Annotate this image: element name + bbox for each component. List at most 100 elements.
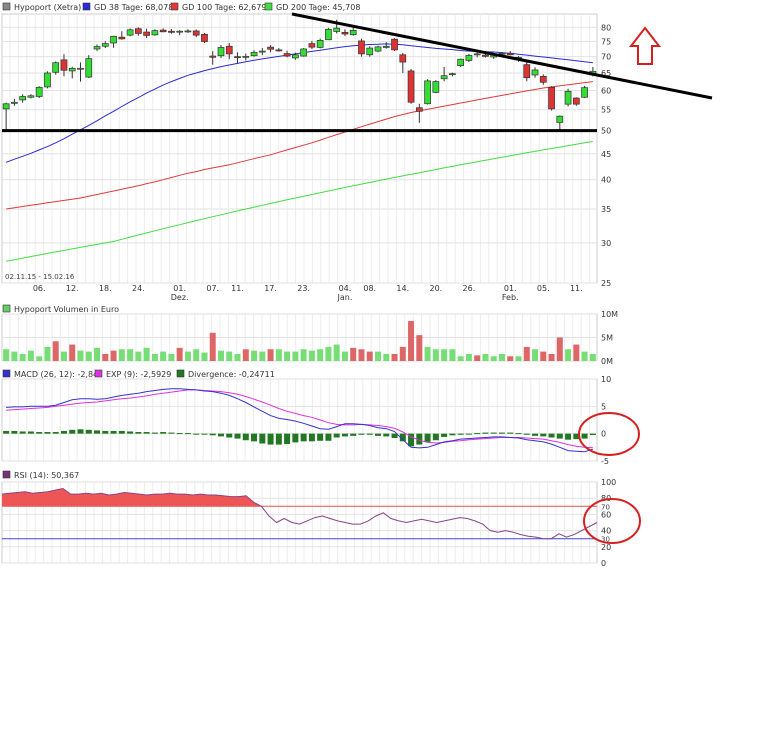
volume-bar	[366, 351, 373, 361]
candle-body	[184, 30, 192, 33]
x-tick-label: 01.	[173, 284, 186, 293]
price-y-tick-label: 80	[601, 23, 611, 32]
macd-panel-frame	[1, 378, 598, 462]
divergence-bar	[209, 433, 216, 436]
volume-bar	[226, 351, 233, 361]
volume-bar	[317, 349, 324, 361]
legend-swatch	[176, 369, 185, 378]
volume-bar	[408, 321, 415, 361]
legend-swatch	[2, 470, 11, 479]
candle-body	[325, 28, 332, 41]
divergence-bar	[375, 433, 382, 436]
price-y-tick-label: 30	[601, 239, 611, 248]
x-tick-label: 23.	[297, 284, 310, 293]
divergence-bar	[565, 433, 572, 440]
candle-body	[341, 31, 349, 35]
volume-bar	[292, 351, 299, 361]
divergence-bar	[118, 430, 125, 434]
candle-body	[358, 40, 365, 55]
divergence-bar	[60, 430, 67, 434]
divergence-bar	[19, 431, 26, 434]
divergence-bar	[184, 433, 191, 435]
divergence-bar	[151, 432, 158, 434]
divergence-bar	[383, 433, 390, 437]
divergence-bar	[251, 433, 258, 442]
x-tick-label: 12.	[66, 284, 79, 293]
candle-body	[225, 45, 233, 55]
divergence-bar	[267, 433, 274, 445]
trend-line	[291, 12, 713, 100]
volume-panel: 10M 5M 0M Hypoport Volumen in Euro	[1, 304, 618, 366]
rsi-threshold-label: 30	[601, 536, 610, 544]
x-tick-label: 18.	[99, 284, 112, 293]
divergence-bar	[176, 433, 183, 435]
rsi-y-tick-label: 20	[601, 543, 611, 552]
divergence-bar	[27, 431, 34, 434]
volume-bar	[341, 351, 348, 361]
candle-body	[283, 53, 291, 57]
price-y-tick-label: 70	[601, 53, 611, 62]
volume-bar	[168, 353, 175, 361]
divergence-bar	[259, 433, 266, 444]
divergence-bar	[424, 433, 431, 442]
volume-bar	[573, 344, 580, 361]
volume-bar	[209, 332, 216, 361]
volume-bar	[449, 349, 456, 361]
volume-bar	[275, 349, 282, 361]
candle-body	[2, 103, 10, 110]
volume-bar	[308, 350, 315, 361]
divergence-bar	[160, 432, 167, 434]
candle-body	[424, 80, 431, 105]
candle-body	[292, 54, 299, 59]
date-range-label: 02.11.15 - 15.02.16	[5, 273, 75, 281]
volume-bar	[540, 351, 547, 361]
volume-bar	[201, 352, 208, 361]
legend-swatch	[2, 304, 11, 313]
sma38-line	[5, 43, 593, 163]
divergence-bar	[441, 433, 448, 437]
candle-body	[151, 30, 159, 36]
x-tick-sublabel: Jan.	[337, 293, 353, 302]
candle-body	[473, 53, 481, 56]
candle-body	[110, 35, 117, 44]
candle-body	[68, 67, 76, 72]
x-tick-label: 04.	[339, 284, 352, 293]
divergence-bar	[341, 433, 348, 437]
candle-body	[349, 30, 357, 35]
volume-bar	[242, 349, 249, 361]
volume-bar	[515, 356, 522, 361]
divergence-bar	[391, 433, 398, 439]
price-y-tick-label: 40	[601, 176, 611, 185]
x-tick-sublabel: Dez.	[171, 293, 189, 302]
divergence-bar	[498, 432, 505, 434]
volume-bar	[556, 337, 563, 361]
divergence-bar	[11, 430, 18, 434]
x-tick-label: 20.	[429, 284, 442, 293]
candle-body	[440, 75, 448, 80]
candle-body	[60, 59, 68, 71]
candle-body	[168, 30, 175, 33]
volume-y-tick-label: 10M	[601, 310, 618, 319]
candle-body	[506, 52, 514, 56]
divergence-bar	[242, 433, 249, 441]
price-y-tick-label: 45	[601, 150, 611, 159]
volume-bar	[27, 350, 34, 361]
x-tick-label: 05.	[537, 284, 550, 293]
sma200-line	[6, 141, 593, 262]
volume-bar	[160, 351, 167, 361]
legend-swatch	[170, 2, 179, 11]
candle-body	[52, 62, 60, 73]
volume-bar	[135, 351, 142, 361]
x-tick-label: 07.	[206, 284, 219, 293]
candle-body	[234, 56, 241, 59]
candle-body	[465, 55, 473, 61]
candle-body	[316, 39, 324, 48]
volume-bar	[284, 351, 291, 361]
volume-bar	[358, 349, 365, 361]
x-tick-label: 24.	[132, 284, 145, 293]
candle-body	[457, 58, 464, 67]
volume-bar	[391, 353, 398, 361]
divergence-bar	[201, 433, 208, 435]
